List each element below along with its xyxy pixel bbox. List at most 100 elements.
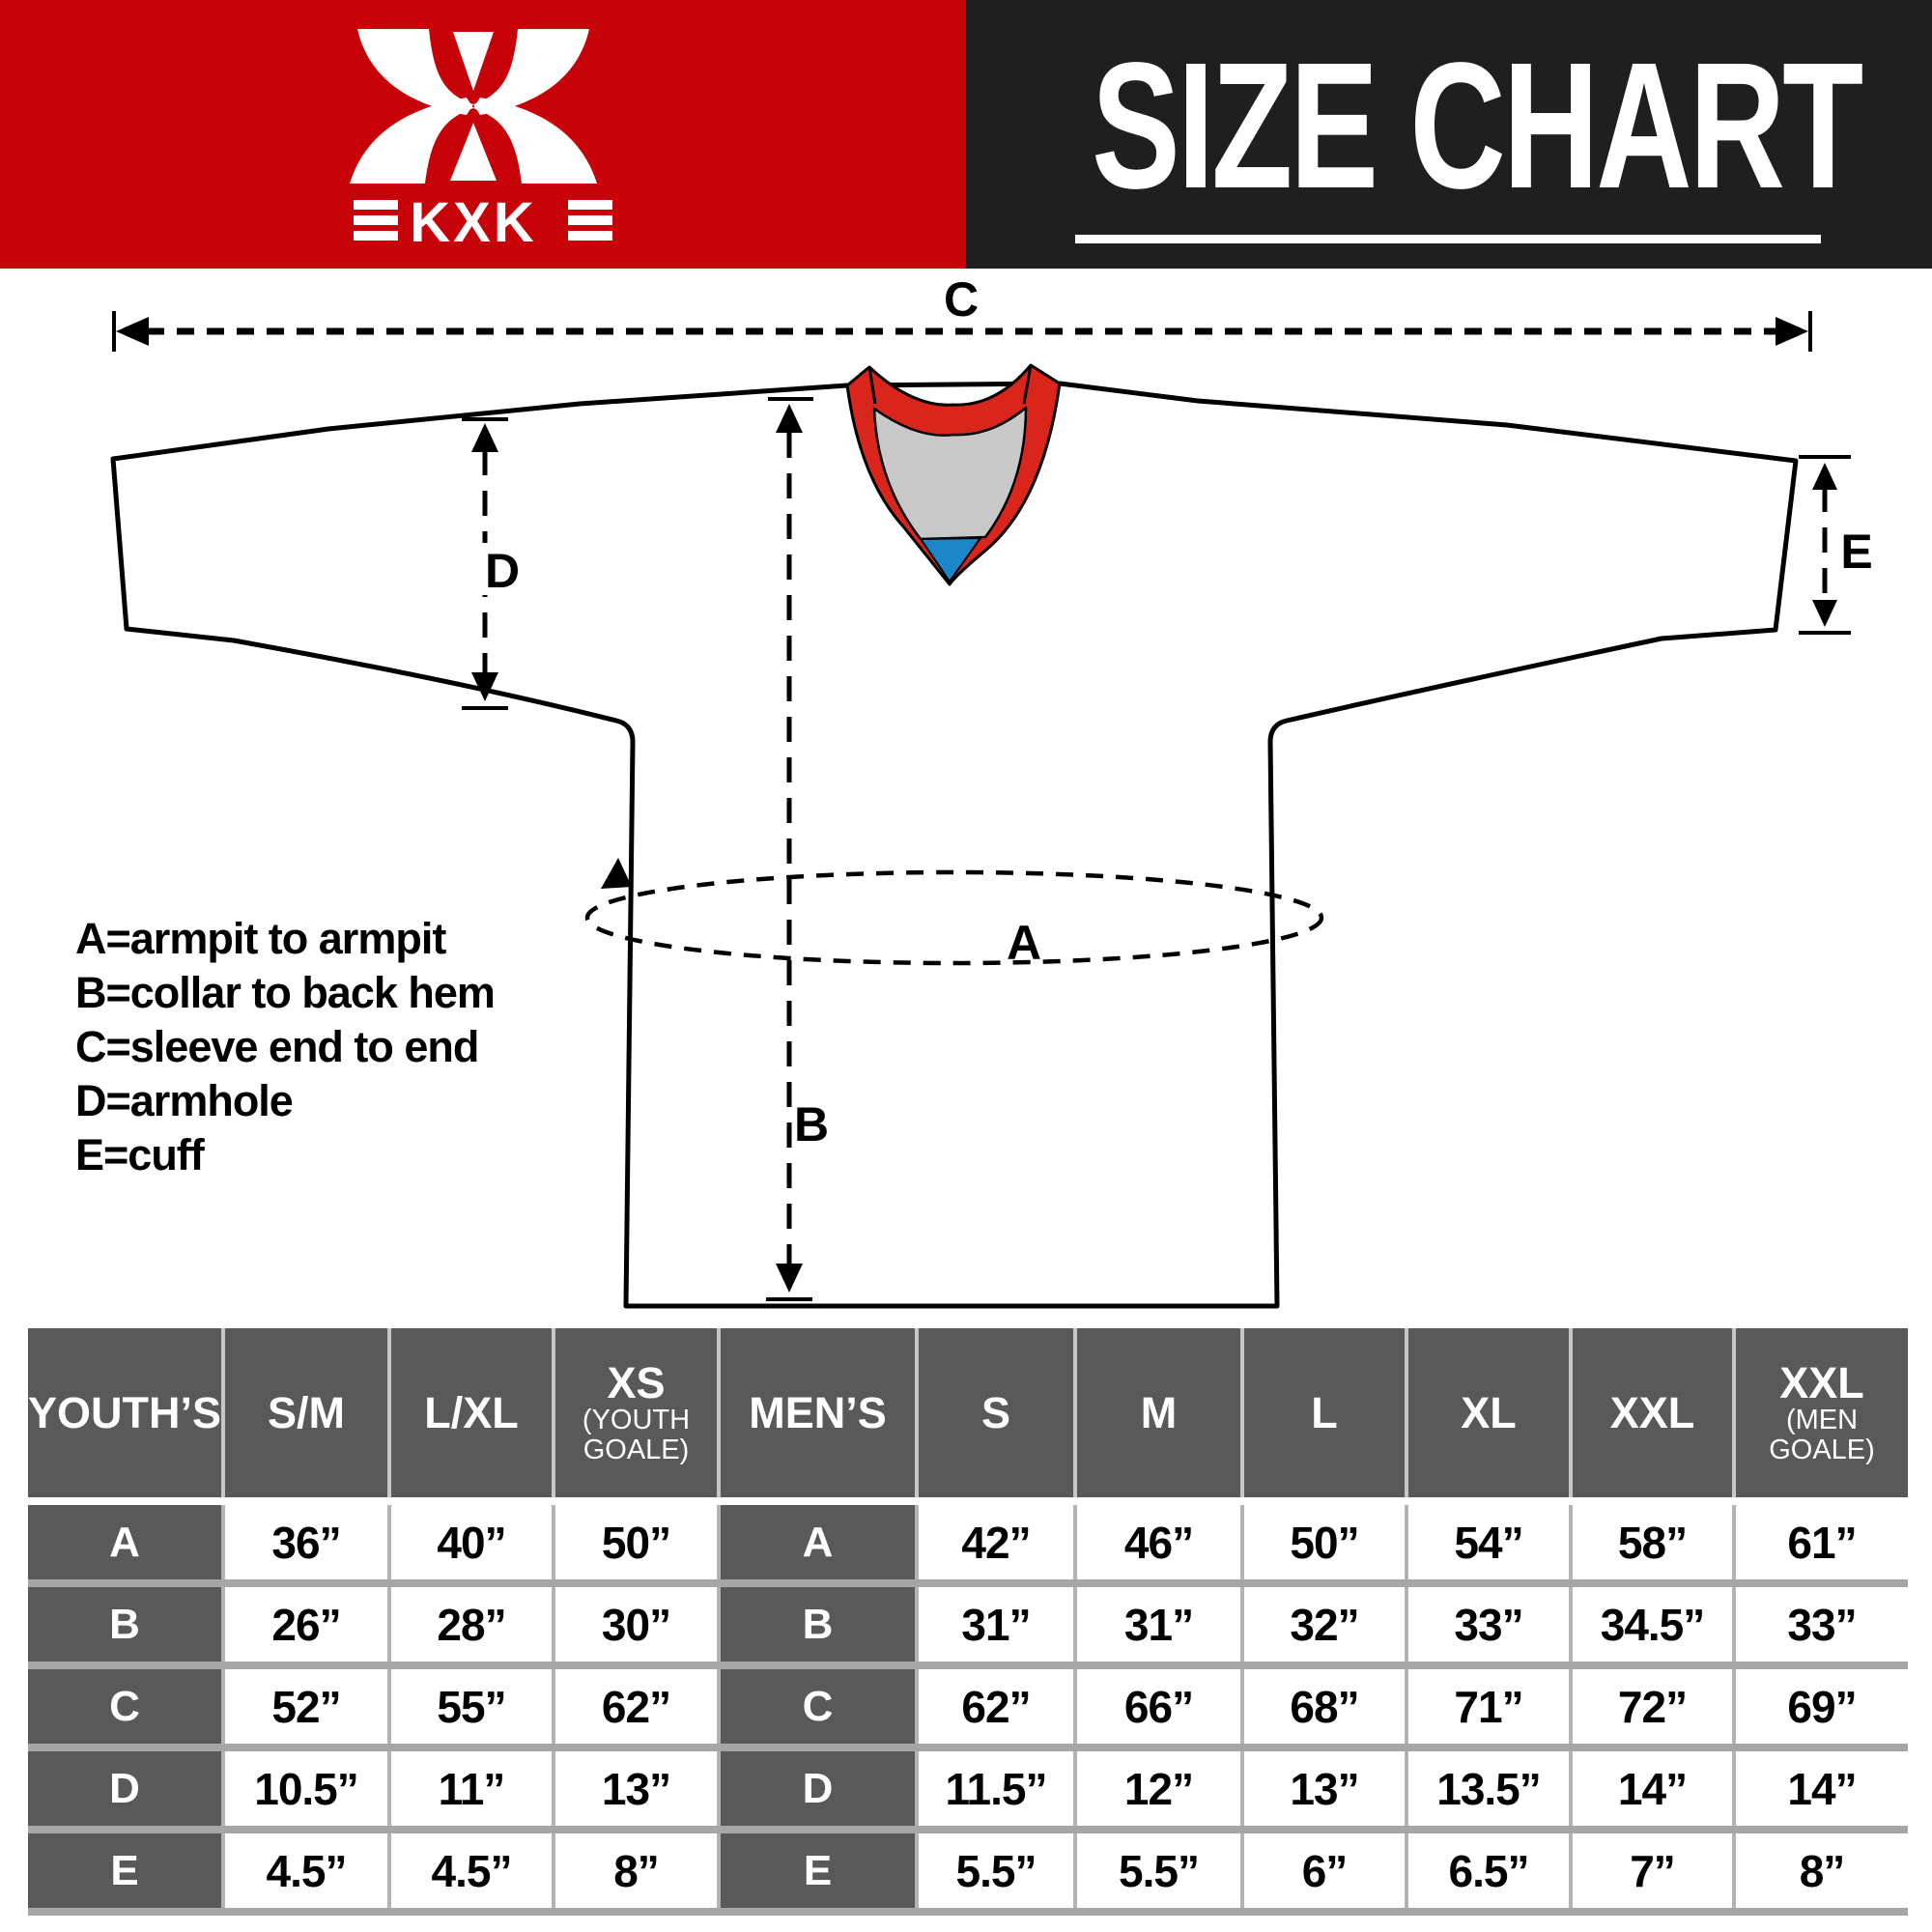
legend-line: A=armpit to armpit — [75, 914, 446, 963]
col-header-l: L — [1244, 1328, 1405, 1497]
cell-men-xl: 71” — [1408, 1669, 1569, 1744]
cell-men-l: 50” — [1244, 1505, 1405, 1579]
page-title: SIZE CHART — [1092, 26, 1863, 226]
table-row-d: D 10.5” 11” 13” D 11.5” 12” 13” 13.5” 14… — [28, 1751, 1908, 1826]
diagram-label-b: B — [794, 1097, 829, 1151]
table-row-c: C 52” 55” 62” C 62” 66” 68” 71” 72” 69” — [28, 1669, 1908, 1744]
cell-men-xl: 13.5” — [1408, 1751, 1569, 1826]
cell-youth-xs: 62” — [555, 1669, 717, 1744]
legend-line: E=cuff — [75, 1130, 205, 1179]
label-backdrop — [475, 543, 531, 595]
row-divider — [28, 1744, 1908, 1751]
cell-men-xl: 54” — [1408, 1505, 1569, 1579]
triple-bar-icon — [354, 200, 398, 241]
cell-youth-lxl: 4.5” — [391, 1833, 552, 1908]
row-label: E — [721, 1833, 915, 1908]
cell-men-l: 68” — [1244, 1669, 1405, 1744]
cell-youth-xs: 8” — [555, 1833, 717, 1908]
col-header-youths: YOUTH’S — [28, 1328, 221, 1497]
cell-men-m: 12” — [1077, 1751, 1240, 1826]
table-row-b: B 26” 28” 30” B 31” 31” 32” 33” 34.5” 33… — [28, 1587, 1908, 1662]
legend-line: D=armhole — [75, 1076, 294, 1125]
header-title-panel — [966, 0, 1932, 269]
cell-men-s: 42” — [919, 1505, 1073, 1579]
cell-youth-sm: 52” — [225, 1669, 387, 1744]
cell-men-m: 5.5” — [1077, 1833, 1240, 1908]
row-label: D — [28, 1751, 221, 1826]
legend-line: B=collar to back hem — [75, 968, 496, 1017]
row-label: A — [721, 1505, 915, 1579]
cell-youth-sm: 36” — [225, 1505, 387, 1579]
row-divider — [28, 1662, 1908, 1669]
col-header-xxl: XXL — [1573, 1328, 1732, 1497]
cell-men-xxl: 14” — [1573, 1751, 1732, 1826]
measurement-legend: A=armpit to armpit B=collar to back hem … — [75, 912, 496, 1182]
row-label: E — [28, 1833, 221, 1908]
cell-men-s: 11.5” — [919, 1751, 1073, 1826]
jersey-outline — [110, 381, 1799, 1309]
col-header-m: M — [1077, 1328, 1240, 1497]
row-divider — [28, 1497, 1908, 1505]
cell-men-l: 13” — [1244, 1751, 1405, 1826]
cell-men-xxl-goale: 8” — [1736, 1833, 1908, 1908]
triple-bar-icon — [568, 200, 612, 241]
row-label: B — [721, 1587, 915, 1662]
diagram-label-d: D — [485, 544, 520, 598]
cell-youth-lxl: 55” — [391, 1669, 552, 1744]
cell-youth-xs: 50” — [555, 1505, 717, 1579]
header-brand-panel: KXK — [0, 0, 966, 269]
cell-men-xxl-goale: 61” — [1736, 1505, 1908, 1579]
cell-men-xxl: 58” — [1573, 1505, 1732, 1579]
diagram-label-a: A — [1007, 916, 1041, 970]
size-table: YOUTH’S S/M L/XL XS (YOUTH GOALE) MEN’S … — [28, 1328, 1908, 1916]
cell-youth-sm: 4.5” — [225, 1833, 387, 1908]
row-label: A — [28, 1505, 221, 1579]
cell-men-xxl: 72” — [1573, 1669, 1732, 1744]
cell-youth-lxl: 28” — [391, 1587, 552, 1662]
col-header-xl: XL — [1408, 1328, 1569, 1497]
col-header-xs-youth-goale: XS (YOUTH GOALE) — [555, 1328, 717, 1497]
measure-arrow-e — [1799, 455, 1851, 635]
col-header-label: XS — [607, 1357, 666, 1407]
brand-wordmark: KXK — [410, 191, 536, 254]
row-divider — [28, 1826, 1908, 1833]
cell-men-xxl-goale: 14” — [1736, 1751, 1908, 1826]
measure-ellipse-a — [584, 858, 1324, 966]
cell-men-xxl: 34.5” — [1573, 1587, 1732, 1662]
col-header-lxl: L/XL — [391, 1328, 552, 1497]
cell-youth-xs: 13” — [555, 1751, 717, 1826]
cell-men-xxl-goale: 69” — [1736, 1669, 1908, 1744]
table-bottom-bar — [28, 1908, 1908, 1916]
measure-arrow-b — [766, 397, 813, 1301]
cell-men-s: 5.5” — [919, 1833, 1073, 1908]
cell-men-s: 31” — [919, 1587, 1073, 1662]
row-label: C — [721, 1669, 915, 1744]
legend-line: C=sleeve end to end — [75, 1022, 479, 1071]
measure-arrow-c — [112, 311, 1812, 352]
col-header-note: (YOUTH GOALE) — [582, 1405, 691, 1466]
col-header-s: S — [919, 1328, 1073, 1497]
cell-men-xxl-goale: 33” — [1736, 1587, 1908, 1662]
cell-men-m: 46” — [1077, 1505, 1240, 1579]
table-row-a: A 36” 40” 50” A 42” 46” 50” 54” 58” 61” — [28, 1505, 1908, 1579]
collar — [845, 363, 1062, 586]
cell-men-s: 62” — [919, 1669, 1073, 1744]
diagram-label-e: E — [1840, 525, 1872, 579]
cell-men-l: 6” — [1244, 1833, 1405, 1908]
cell-men-l: 32” — [1244, 1587, 1405, 1662]
row-divider — [28, 1579, 1908, 1587]
row-label: B — [28, 1587, 221, 1662]
cell-youth-sm: 10.5” — [225, 1751, 387, 1826]
table-row-e: E 4.5” 4.5” 8” E 5.5” 5.5” 6” 6.5” 7” 8” — [28, 1833, 1908, 1908]
measure-arrow-d — [462, 417, 508, 710]
row-label: D — [721, 1751, 915, 1826]
title-underline — [1075, 235, 1821, 243]
row-label: C — [28, 1669, 221, 1744]
col-header-note: (MEN GOALE) — [1769, 1405, 1875, 1466]
table-header-row: YOUTH’S S/M L/XL XS (YOUTH GOALE) MEN’S … — [28, 1328, 1908, 1497]
kxk-logo-icon: KXK — [350, 29, 612, 254]
cell-men-xl: 6.5” — [1408, 1833, 1569, 1908]
cell-youth-lxl: 11” — [391, 1751, 552, 1826]
